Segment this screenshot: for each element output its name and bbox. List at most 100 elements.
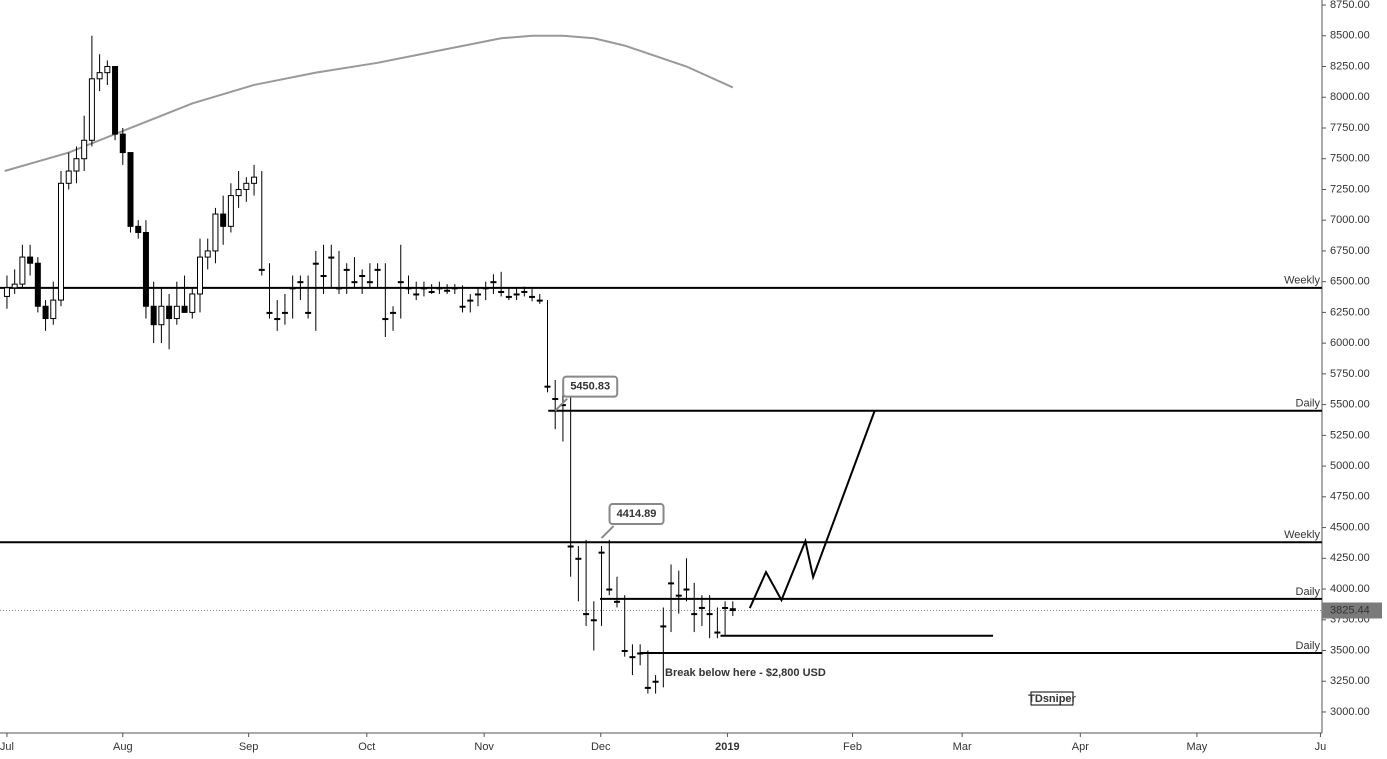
candle-body xyxy=(235,188,242,197)
x-tick-label: Ju xyxy=(1315,741,1327,753)
candle-body xyxy=(11,283,18,289)
candle-body xyxy=(505,295,512,298)
candle-body xyxy=(3,287,10,297)
candle-body xyxy=(366,281,373,284)
candle-body xyxy=(359,275,366,278)
y-tick-label: 8500.00 xyxy=(1330,30,1370,42)
candle-body xyxy=(698,606,705,609)
candle-body xyxy=(27,256,34,264)
candle-body xyxy=(212,213,219,252)
candle-body xyxy=(683,588,690,591)
candle-body xyxy=(112,66,119,135)
candle-body xyxy=(335,287,342,290)
candle-body xyxy=(135,225,142,233)
candle-body xyxy=(544,385,551,388)
x-tick-label: Feb xyxy=(843,741,862,753)
candle-body xyxy=(637,652,644,655)
candle-body xyxy=(251,176,258,184)
candle-body xyxy=(204,250,211,258)
candle-body xyxy=(536,299,543,302)
candle-body xyxy=(382,318,389,321)
candle-body xyxy=(498,291,505,294)
x-tick-label: May xyxy=(1187,741,1208,753)
candle-body xyxy=(621,650,628,653)
candle-body xyxy=(459,305,466,308)
candle-body xyxy=(243,182,250,190)
y-tick-label: 4000.00 xyxy=(1330,583,1370,595)
candle-body xyxy=(714,631,721,634)
candle-body xyxy=(436,287,443,290)
candle-body xyxy=(88,78,95,141)
candle-body xyxy=(328,256,335,259)
candle-body xyxy=(521,291,528,294)
candle-body xyxy=(629,656,636,659)
candle-body xyxy=(173,305,180,320)
y-tick-label: 6000.00 xyxy=(1330,337,1370,349)
y-tick-label: 4750.00 xyxy=(1330,491,1370,503)
candle-body xyxy=(289,287,296,290)
candle-body xyxy=(691,613,698,616)
candle-body xyxy=(266,311,273,314)
x-tick-label: Apr xyxy=(1072,741,1089,753)
y-tick-label: 8000.00 xyxy=(1330,91,1370,103)
candle-body xyxy=(65,170,72,184)
candle-body xyxy=(150,305,157,326)
y-tick-label: 3250.00 xyxy=(1330,675,1370,687)
candle-body xyxy=(644,686,651,689)
candle-body xyxy=(189,293,196,313)
candle-body xyxy=(444,289,451,292)
candle-body xyxy=(405,287,412,290)
candle-body xyxy=(606,588,613,591)
candle-body xyxy=(274,318,281,321)
x-tick-label: Aug xyxy=(113,741,133,753)
candle-body xyxy=(722,606,729,609)
candle-body xyxy=(567,545,574,548)
candle-body xyxy=(343,268,350,271)
candle-body xyxy=(660,625,667,628)
x-tick-label: Mar xyxy=(953,741,972,753)
candle-body xyxy=(58,182,65,301)
y-tick-label: 6250.00 xyxy=(1330,306,1370,318)
candle-body xyxy=(42,305,49,320)
y-tick-label: 7250.00 xyxy=(1330,183,1370,195)
moving-average xyxy=(4,34,734,172)
y-tick-label: 5000.00 xyxy=(1330,460,1370,472)
x-tick-label: Dec xyxy=(591,741,611,753)
projection-path xyxy=(748,409,876,609)
candle-body xyxy=(312,262,319,265)
y-tick-label: 8250.00 xyxy=(1330,60,1370,72)
candle-body xyxy=(320,275,327,278)
candle-body xyxy=(73,158,80,172)
candle-body xyxy=(281,311,288,314)
y-tick-label: 7750.00 xyxy=(1330,122,1370,134)
x-tick-label: Oct xyxy=(358,741,375,753)
candle-body xyxy=(652,680,659,683)
y-tick-label: 4500.00 xyxy=(1330,521,1370,533)
callout-box xyxy=(562,375,619,398)
watermark: TDsniper xyxy=(1028,693,1076,705)
candle-body xyxy=(729,608,736,612)
y-tick-label: 3000.00 xyxy=(1330,706,1370,718)
candle-body xyxy=(158,305,165,326)
candle-body xyxy=(119,133,126,154)
level-label: Daily xyxy=(1296,398,1321,410)
candle-body xyxy=(598,551,605,554)
y-tick-label: 4250.00 xyxy=(1330,552,1370,564)
candle-body xyxy=(104,66,111,74)
candle-body xyxy=(467,299,474,302)
level-label: Daily xyxy=(1296,640,1321,652)
y-tick-label: 7500.00 xyxy=(1330,153,1370,165)
x-tick-label: Sep xyxy=(239,741,259,753)
candle-body xyxy=(613,600,620,603)
current-price-box xyxy=(1322,602,1382,619)
y-tick-label: 8750.00 xyxy=(1330,0,1370,11)
candle-body xyxy=(583,613,590,616)
candle-body xyxy=(451,287,458,290)
candle-body xyxy=(590,619,597,622)
candle-body xyxy=(513,293,520,296)
candle-body xyxy=(397,281,404,284)
candle-body xyxy=(668,582,675,585)
candle-body xyxy=(19,256,26,285)
y-tick-label: 6750.00 xyxy=(1330,245,1370,257)
